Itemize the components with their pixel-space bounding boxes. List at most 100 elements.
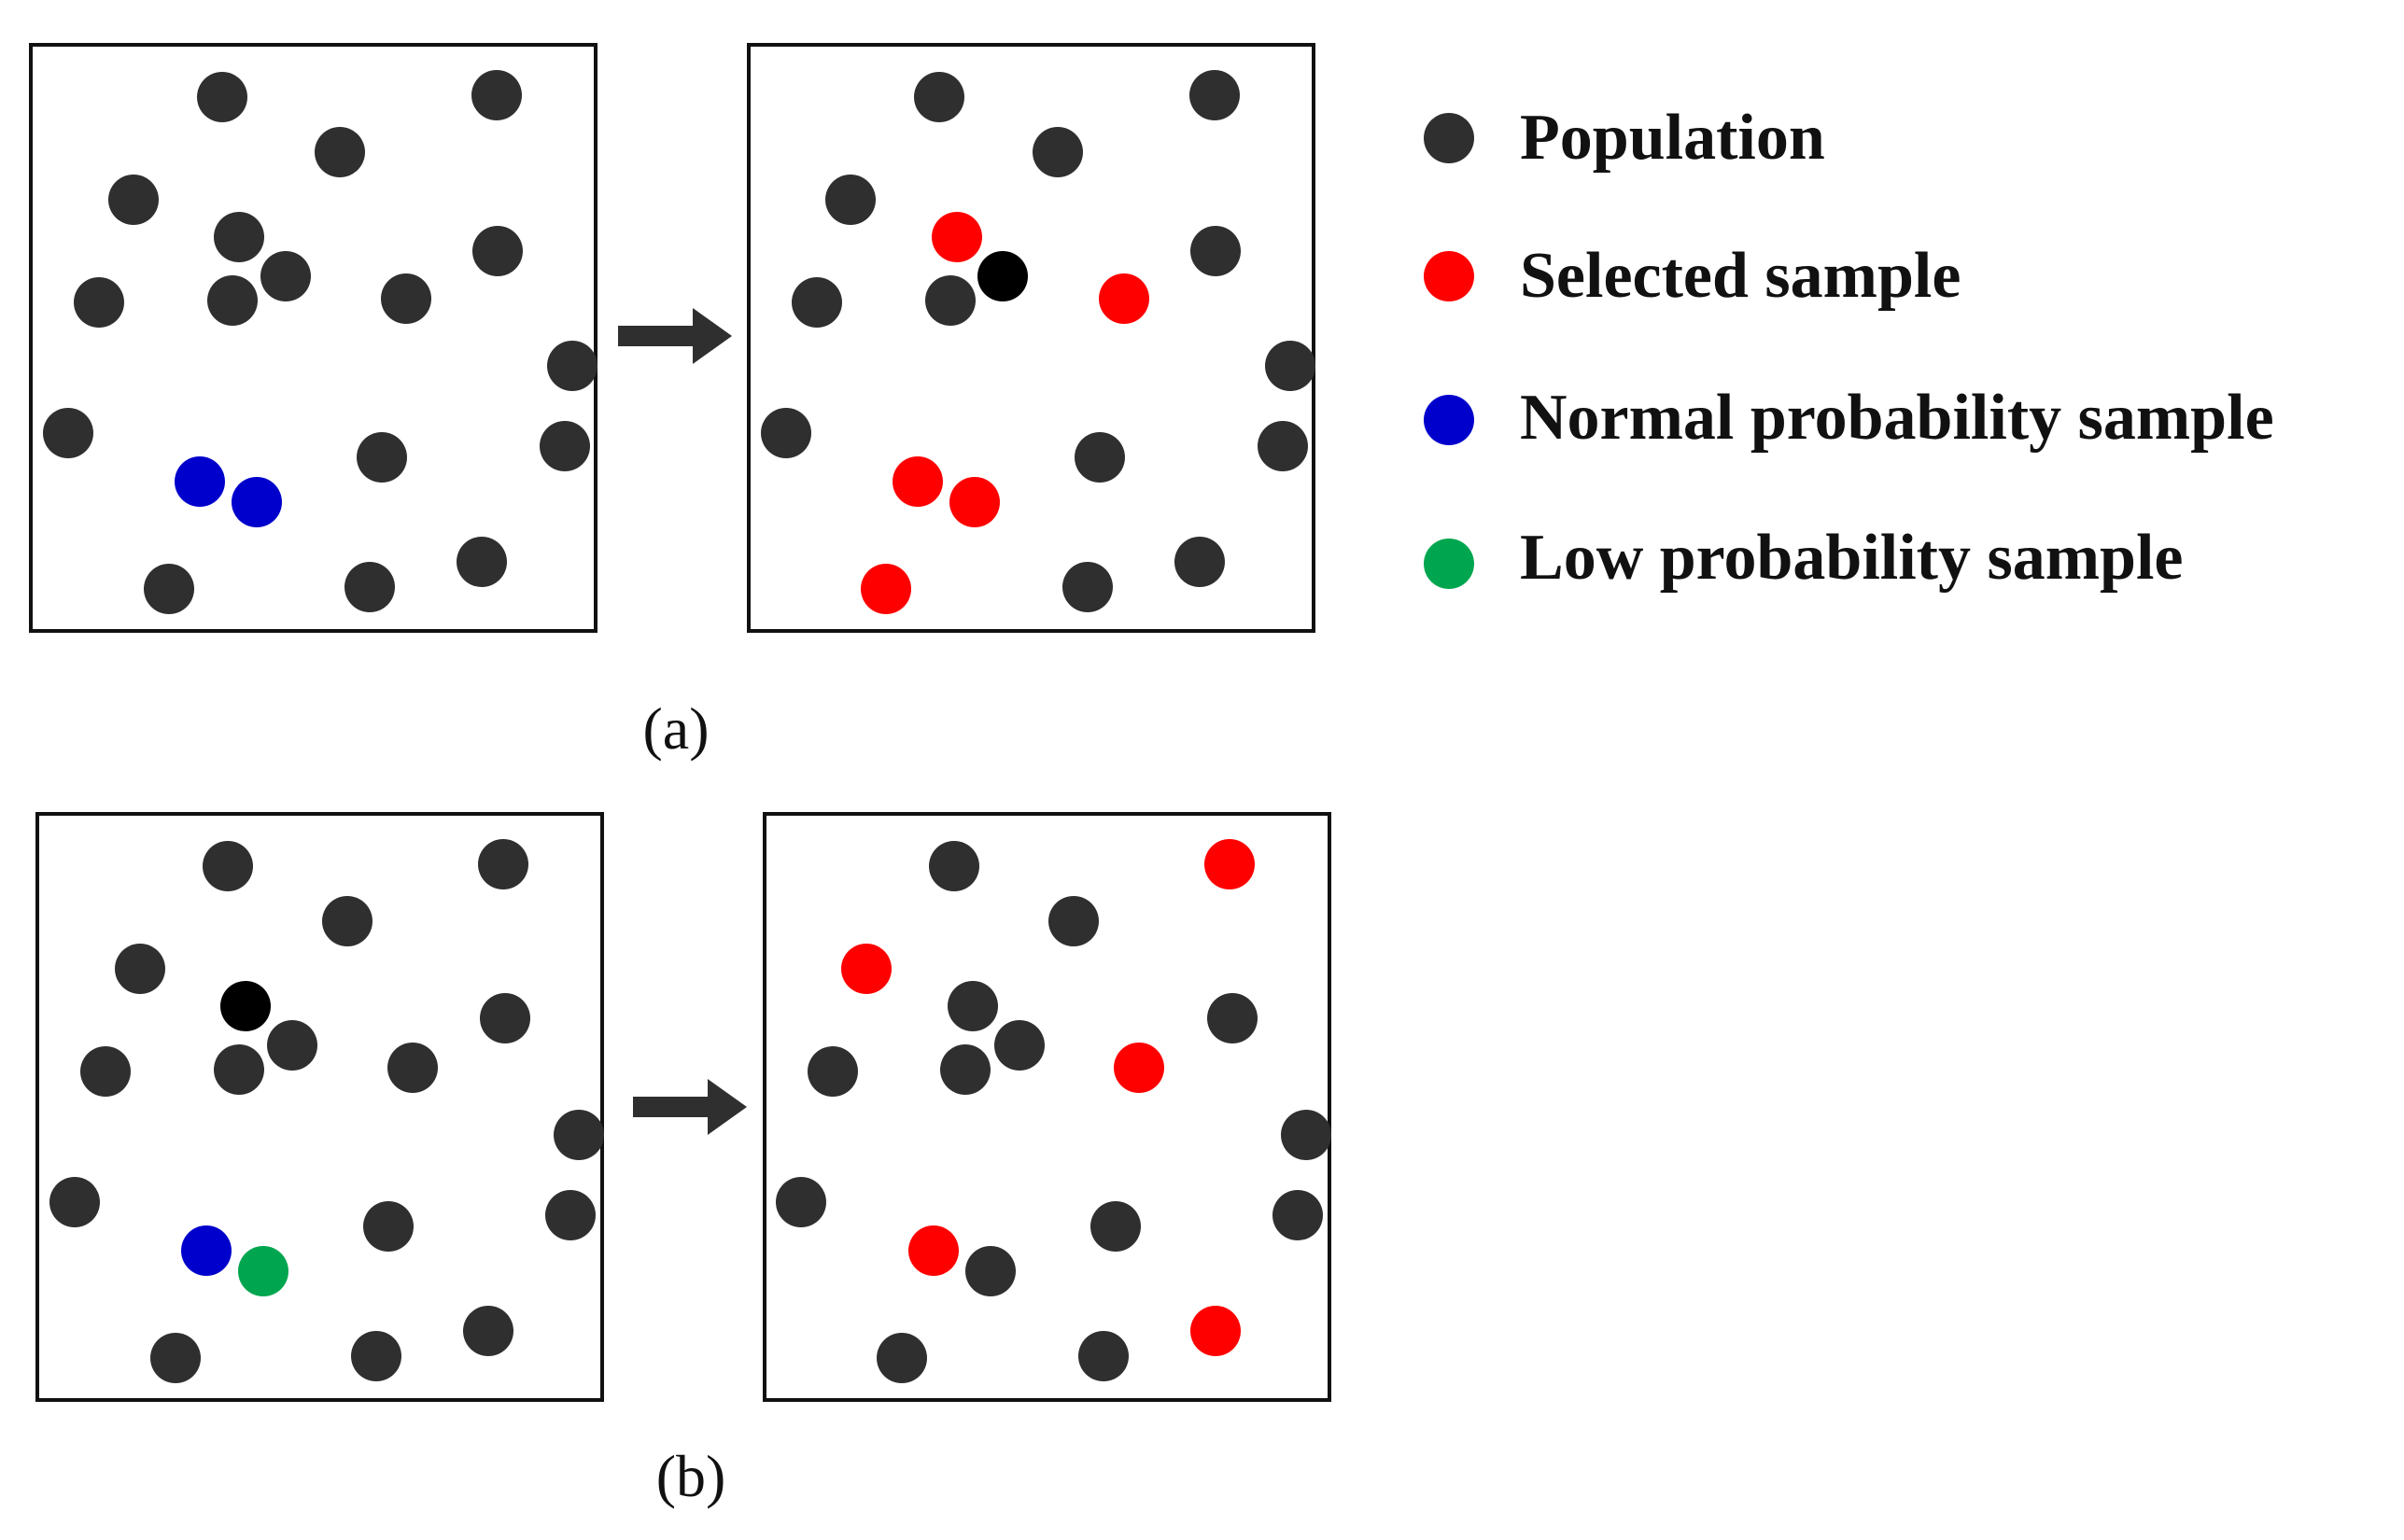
low-sample-dot: [238, 1246, 288, 1296]
normal-sample-dot: [181, 1225, 232, 1276]
selected-sample-dot: [932, 212, 982, 262]
population-dot: [1048, 896, 1099, 946]
population-dot: [761, 408, 811, 458]
legend-label-low: Low probability sample: [1520, 522, 2184, 594]
population-dot: [381, 273, 431, 324]
population-dot: [480, 993, 530, 1043]
population-dot: [463, 1306, 513, 1356]
legend: Population Selected sample Normal probab…: [1424, 102, 2274, 594]
population-dot: [1090, 1201, 1141, 1252]
legend-swatch-population: [1424, 113, 1474, 163]
population-dot: [776, 1177, 826, 1227]
population-dot: [792, 277, 842, 328]
legend-item-selected: Selected sample: [1424, 240, 1961, 312]
legend-swatch-selected: [1424, 251, 1474, 301]
selected-sample-dot: [893, 456, 943, 507]
legend-swatch-low: [1424, 539, 1474, 589]
population-dot: [925, 275, 976, 326]
population-dot: [207, 275, 258, 326]
legend-label-population: Population: [1520, 102, 1825, 174]
population-dot: [1189, 70, 1240, 120]
population-dot: [115, 944, 165, 994]
population-dot: [1075, 432, 1125, 483]
highlight-dot: [220, 981, 271, 1031]
population-dot: [351, 1331, 401, 1381]
panel-b-before: [35, 812, 604, 1402]
arrow-b: [633, 1079, 747, 1135]
population-dot: [929, 841, 979, 891]
population-dot: [554, 1110, 604, 1160]
caption-a: (a): [642, 695, 709, 762]
population-dot: [965, 1246, 1016, 1296]
population-dot: [203, 841, 253, 891]
selected-sample-dot: [1099, 273, 1149, 324]
selected-sample-dot: [949, 477, 1000, 527]
panel-b-before-frame: [35, 812, 604, 1402]
arrow-b-shaft: [633, 1097, 710, 1117]
population-dot: [1207, 993, 1258, 1043]
population-dot: [260, 251, 311, 301]
legend-label-selected: Selected sample: [1520, 240, 1961, 312]
arrow-a-head: [693, 308, 732, 364]
population-dot: [197, 72, 247, 122]
population-dot: [914, 72, 964, 122]
highlight-dot: [977, 251, 1028, 301]
population-dot: [344, 562, 395, 612]
population-dot: [322, 896, 373, 946]
population-dot: [948, 981, 998, 1031]
population-dot: [478, 839, 528, 889]
population-dot: [1174, 537, 1225, 587]
dots: [761, 70, 1315, 614]
selected-sample-dot: [841, 944, 892, 994]
legend-item-population: Population: [1424, 102, 1825, 174]
population-dot: [108, 175, 159, 225]
population-dot: [214, 1044, 264, 1095]
population-dot: [471, 70, 522, 120]
dots: [43, 70, 597, 614]
panel-a-before: [29, 43, 597, 633]
selected-sample-dot: [908, 1225, 959, 1276]
population-dot: [547, 341, 597, 391]
population-dot: [357, 432, 407, 483]
population-dot: [1033, 127, 1083, 177]
population-dot: [49, 1177, 100, 1227]
legend-item-low: Low probability sample: [1424, 522, 2184, 594]
selected-sample-dot: [1190, 1306, 1241, 1356]
legend-label-normal: Normal probability sample: [1520, 382, 2274, 454]
population-dot: [472, 226, 523, 276]
arrow-a: [618, 308, 732, 364]
population-dot: [1265, 341, 1315, 391]
population-dot: [1281, 1110, 1331, 1160]
population-dot: [1062, 562, 1113, 612]
population-dot: [1190, 226, 1241, 276]
population-dot: [940, 1044, 991, 1095]
normal-sample-dot: [232, 477, 282, 527]
panel-a-after: [747, 43, 1315, 633]
population-dot: [214, 212, 264, 262]
arrow-a-shaft: [618, 326, 695, 346]
population-dot: [1272, 1190, 1323, 1240]
population-dot: [315, 127, 365, 177]
panel-b-after-frame: [763, 812, 1331, 1402]
population-dot: [808, 1046, 858, 1097]
population-dot: [74, 277, 124, 328]
population-dot: [877, 1333, 927, 1383]
population-dot: [43, 408, 93, 458]
population-dot: [80, 1046, 131, 1097]
population-dot: [825, 175, 876, 225]
population-dot: [1078, 1331, 1129, 1381]
dots: [776, 839, 1331, 1383]
population-dot: [267, 1020, 317, 1071]
arrow-b-head: [708, 1079, 747, 1135]
population-dot: [540, 421, 590, 471]
normal-sample-dot: [175, 456, 225, 507]
panel-b-after: [763, 812, 1331, 1402]
population-dot: [150, 1333, 201, 1383]
population-dot: [545, 1190, 596, 1240]
population-dot: [387, 1043, 438, 1093]
population-dot: [363, 1201, 414, 1252]
population-dot: [994, 1020, 1045, 1071]
population-dot: [1258, 421, 1308, 471]
selected-sample-dot: [1204, 839, 1255, 889]
